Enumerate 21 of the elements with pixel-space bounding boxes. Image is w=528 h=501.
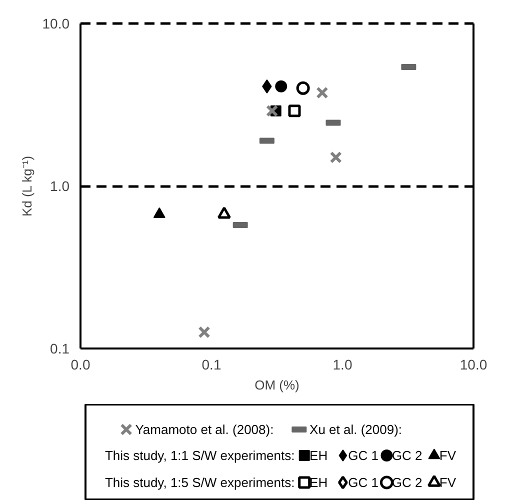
x-tick-label: 1.0 bbox=[332, 356, 352, 372]
legend-label: Xu et al. (2009): bbox=[310, 422, 402, 437]
x-tick-label: 0.0 bbox=[70, 356, 90, 372]
legend-label: EH bbox=[310, 448, 328, 463]
legend-label: GC 1 bbox=[348, 475, 378, 490]
legend-label: FV bbox=[439, 475, 456, 490]
legend-label: GC 2 bbox=[392, 448, 422, 463]
text: This study, 1:1 S/W experiments: bbox=[104, 448, 295, 463]
legend-label: EH bbox=[310, 475, 328, 490]
legend-label: GC 1 bbox=[348, 448, 378, 463]
legend-label: Yamamoto et al. (2008): bbox=[135, 422, 274, 437]
legend-label: FV bbox=[439, 448, 456, 463]
y-axis-title: Kd (L kg⁻¹) bbox=[19, 156, 34, 217]
x-tick-label: 0.1 bbox=[202, 356, 222, 372]
y-tick-label: 10.0 bbox=[42, 16, 70, 32]
y-tick-label: 0.1 bbox=[50, 340, 70, 356]
legend-label: GC 2 bbox=[392, 475, 422, 490]
y-tick-label: 1.0 bbox=[50, 178, 70, 194]
x-axis-title: OM (%) bbox=[254, 378, 300, 392]
x-tick-label: 10.0 bbox=[460, 356, 488, 372]
text: This study, 1:5 S/W experiments: bbox=[104, 475, 295, 490]
